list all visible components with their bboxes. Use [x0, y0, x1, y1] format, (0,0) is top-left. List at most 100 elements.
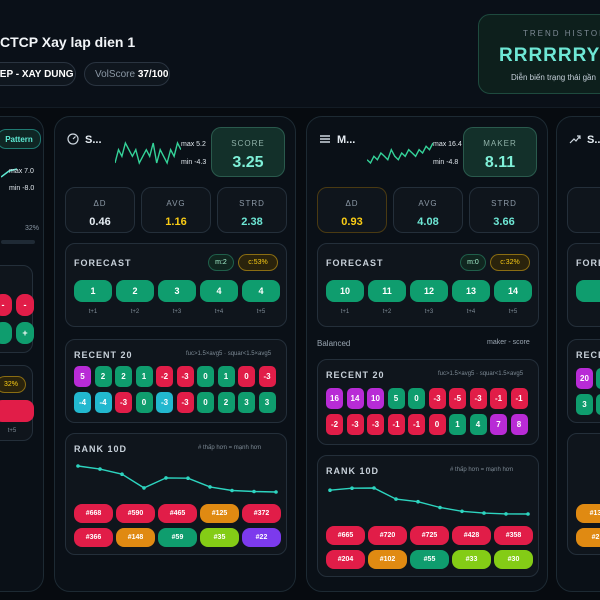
rank-badge: #358: [494, 526, 533, 545]
trend-history-subtitle: Diễn biến trạng thái gần: [511, 73, 596, 82]
recent-cell: -3: [367, 414, 384, 435]
forecast-tick: t+3: [172, 309, 182, 315]
card-3-stat: [567, 187, 600, 233]
rank-badge: #465: [158, 504, 197, 523]
rank-line: [77, 465, 277, 493]
card-2-forecast: FORECAST m:0 c:32% 10 11 12 13 14 t+1 t+…: [317, 243, 539, 327]
rank-point: [416, 499, 420, 504]
card-2-stat-strd: STRD 3.66: [469, 187, 539, 233]
recent-cell: 5: [387, 388, 405, 409]
card-2-score-label: MAKER: [483, 139, 517, 148]
forecast-pill: 14: [494, 280, 532, 302]
rank-badge: #720: [368, 526, 407, 545]
recent-cell: 2: [217, 392, 235, 413]
column-left-partial: Pattern max 7.0 min -8.0 32% - - + 32% t…: [0, 116, 44, 592]
card-1-max: max 5.2: [181, 141, 206, 148]
stat-value: 0.93: [341, 216, 363, 228]
recent-cell: -1: [408, 414, 425, 435]
recent-title: RECENT 20: [74, 350, 133, 360]
left-recent-box: 32% t+5: [0, 365, 34, 441]
recent-cell: -2: [326, 414, 343, 435]
rank-point: [142, 486, 146, 490]
rank-point: [372, 486, 376, 490]
rank-badge: #59: [158, 528, 197, 547]
rank-chart: [328, 486, 530, 516]
stat-value: 2.38: [241, 216, 263, 228]
gauge-icon: [65, 131, 81, 147]
sparkline-path: [115, 141, 181, 165]
left-pill-3: [0, 322, 12, 344]
rank-legend: # thấp hơn = mạnh hơn: [450, 467, 514, 473]
card-2-score-box: MAKER 8.11: [463, 127, 537, 177]
rank-point: [164, 476, 168, 480]
volscore-label: VolScore: [95, 68, 136, 80]
recent-cell: -3: [176, 392, 194, 413]
recent-cell: 8: [510, 414, 528, 435]
rank-title: RANK 10D: [74, 444, 128, 454]
rank-line: [329, 487, 529, 515]
pattern-button[interactable]: Pattern: [0, 129, 41, 149]
card-3-forecast-pill: [576, 280, 600, 302]
recent-cell: -3: [469, 388, 487, 409]
recent-cell: -1: [490, 388, 507, 409]
forecast-pill: 12: [410, 280, 448, 302]
card-3-recent-cell: [596, 368, 600, 389]
card-3-rank-badge: #2: [576, 528, 600, 547]
card-1-rank: RANK 10D # thấp hơn = mạnh hơn #668 #590 #…: [65, 433, 287, 555]
recent-cell: 0: [428, 414, 446, 435]
recent-cell: 2: [115, 366, 132, 387]
rank-point: [208, 485, 212, 489]
rank-point: [120, 472, 124, 476]
recent-cell: 3: [258, 392, 276, 413]
left-badge: 32%: [0, 376, 26, 393]
recent-title: RECENT 20: [326, 370, 385, 380]
forecast-title: FORECAST: [326, 258, 384, 268]
card-2-stat-delta: ΔD 0.93: [317, 187, 387, 233]
card-3-rank-badge: #13: [576, 504, 600, 523]
rank-point: [230, 488, 234, 493]
card-3-recent-cell: 3: [576, 394, 593, 415]
recent-cell: 2: [94, 366, 112, 387]
recent-cell: 1: [217, 366, 235, 387]
forecast-pill: 1: [74, 280, 112, 302]
rank-title: RANK 10D: [326, 466, 380, 476]
rank-point: [394, 497, 398, 501]
forecast-tag-c: c:53%: [238, 254, 278, 271]
recent-cell: -5: [449, 388, 466, 409]
forecast-tick: t+5: [508, 309, 518, 315]
forecast-pill: 2: [116, 280, 154, 302]
forecast-tick: t+1: [88, 309, 98, 315]
card-1-stat-strd: STRD 2.38: [217, 187, 287, 233]
card-1-stat-avg: AVG 1.16: [141, 187, 211, 233]
recent-cell: -3: [156, 392, 173, 413]
recent-cell: 16: [326, 388, 343, 409]
forecast-title: FORECAST: [74, 258, 132, 268]
rank-badge: #33: [452, 550, 491, 569]
stock-card-2: M... max 16.4 min -4.8 MAKER 8.11 ΔD 0.9…: [306, 116, 548, 592]
recent-cell: 0: [408, 388, 425, 409]
rank-point: [76, 464, 80, 468]
rank-badge: #665: [326, 526, 365, 545]
industry-chip[interactable]: IEP - XAY DUNG: [0, 62, 76, 86]
rank-point: [438, 505, 442, 510]
volscore-value: 37/100: [137, 68, 169, 80]
rank-point: [98, 467, 102, 471]
forecast-tick: t+2: [382, 309, 392, 315]
rank-point: [186, 476, 190, 480]
forecast-pill: 13: [452, 280, 490, 302]
left-sparkline: [1, 168, 17, 178]
recent-cell: 5: [74, 366, 91, 387]
rank-badges-row-1: #668 #590 #465 #125 #372: [74, 504, 281, 523]
volscore-chip[interactable]: VolScore 37/100: [84, 62, 170, 86]
recent-cell: -1: [387, 414, 405, 435]
recent-legend: fuc>1.5×avg5 · squar<1.5×avg5: [438, 371, 524, 377]
recent-grid: 5 2 2 1 -2 -3 0 1 0 -3 -4 -4 -3 0 -3 -3 0 2 3 3: [74, 366, 280, 418]
rank-badge: #148: [116, 528, 155, 547]
card-1-score-box: SCORE 3.25: [211, 127, 285, 177]
left-pill-2: -: [16, 294, 34, 316]
forecast-tick: t+2: [130, 309, 140, 315]
rank-badge: #725: [410, 526, 449, 545]
forecast-tag-m: m:0: [460, 254, 486, 271]
rank-point: [526, 512, 530, 516]
rank-badge: #204: [326, 550, 365, 569]
